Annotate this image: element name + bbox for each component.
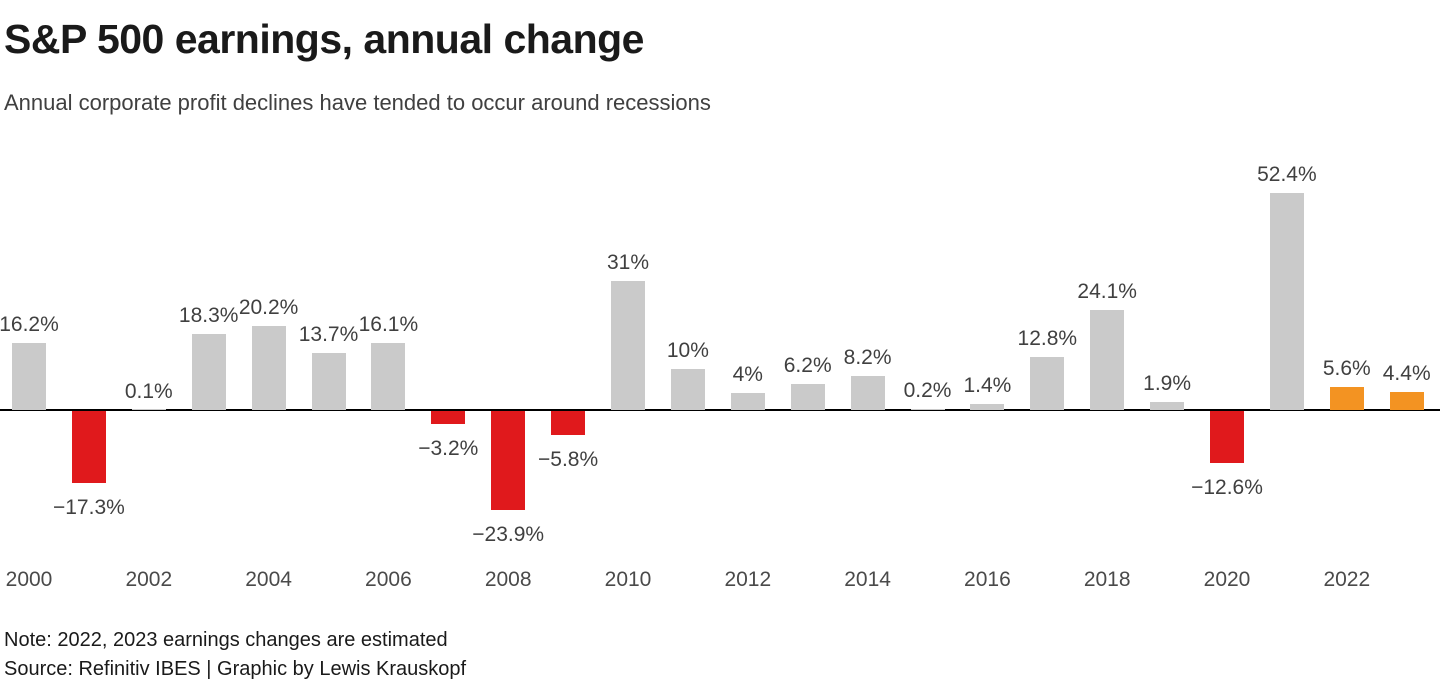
x-tick-2004: 2004 [245,568,292,591]
bar-2022 [1329,386,1364,410]
bar-value-label-2015: 0.2% [903,379,952,403]
x-tick-2006: 2006 [365,568,412,591]
x-tick-2014: 2014 [844,568,891,591]
bar-2010 [611,281,645,410]
bar-2005 [311,353,346,410]
bar-value-label-2014: 8.2% [843,345,892,369]
bar-value-label-2020: −12.6% [1191,476,1263,500]
chart-subtitle: Annual corporate profit declines have te… [4,90,711,115]
bar-2014 [850,375,885,410]
bar-value-label-2012: 4% [732,363,763,387]
bar-value-label-2006: 16.1% [358,313,419,337]
bar-value-label-2017: 12.8% [1017,326,1078,350]
bar-2003 [191,334,226,410]
bar-2020 [1210,411,1244,464]
bar-value-label-2011: 10% [666,338,709,362]
x-tick-2012: 2012 [724,568,772,591]
x-tick-2008: 2008 [484,568,532,591]
x-tick-2020: 2020 [1203,568,1251,591]
bar-2001 [71,411,106,483]
bar-value-label-2007: −3.2% [418,437,479,461]
bar-value-label-2010: 31% [606,251,650,275]
bar-2000 [12,342,46,410]
bar-2019 [1150,402,1185,410]
bar-value-label-2003: 18.3% [178,304,239,328]
bar-2016 [970,404,1005,410]
x-tick-2000: 2000 [5,568,53,591]
bar-2011 [670,368,705,410]
bar-value-label-2021: 52.4% [1257,162,1317,186]
bar-value-label-2009: −5.8% [538,448,599,472]
bar-2004 [251,326,286,410]
bar-value-label-2022: 5.6% [1322,356,1371,380]
bar-value-label-2016: 1.4% [963,374,1012,398]
bar-2017 [1030,356,1065,410]
chart-title: S&P 500 earnings, annual change [4,16,644,62]
bar-value-label-2000: 16.2% [0,312,59,336]
bar-value-label-2019: 1.9% [1143,372,1192,396]
bar-value-label-2013: 6.2% [783,354,832,378]
bar-value-label-2008: −23.9% [472,523,545,547]
x-tick-2016: 2016 [964,568,1011,591]
chart-source: Source: Refinitiv IBES | Graphic by Lewi… [4,658,467,680]
bar-value-label-2004: 20.2% [238,296,299,320]
bar-value-label-2001: −17.3% [52,495,125,519]
x-tick-2018: 2018 [1083,568,1131,591]
bar-2018 [1090,309,1125,410]
bar-2021 [1269,192,1304,410]
bar-2002 [131,409,166,410]
bar-2013 [790,384,825,410]
bar-2009 [551,411,586,436]
bar-value-label-2005: 13.7% [298,323,359,347]
bar-2023 [1389,391,1424,410]
x-tick-2002: 2002 [125,568,173,591]
x-tick-2022: 2022 [1323,568,1371,591]
bar-2012 [730,393,765,410]
bar-2006 [371,343,406,410]
bar-value-label-2018: 24.1% [1077,279,1137,303]
bar-2015 [910,409,945,410]
bar-value-label-2023: 4.4% [1382,361,1431,385]
bar-value-label-2002: 0.1% [124,379,173,403]
x-tick-2010: 2010 [604,568,652,591]
bar-2008 [491,411,526,511]
chart-note: Note: 2022, 2023 earnings changes are es… [4,629,448,651]
x-axis-baseline [0,409,1440,411]
bar-2007 [431,411,466,425]
